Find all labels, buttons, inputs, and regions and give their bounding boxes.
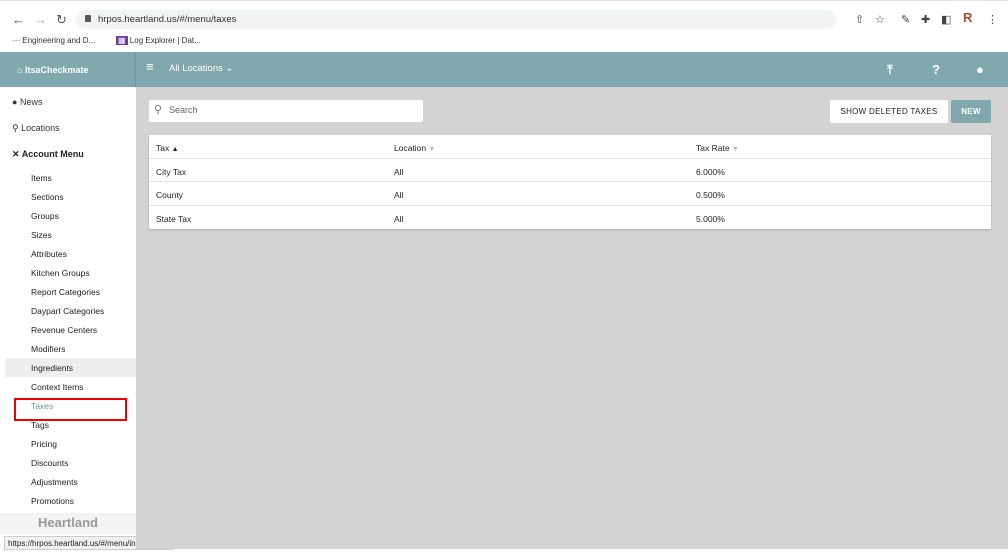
brand-home[interactable]: ⌂ ItsaCheckmate <box>0 52 136 87</box>
status-bar-url: https://hrpos.heartland.us/#/menu/ingred… <box>4 536 173 550</box>
extension-pin-icon[interactable]: ✎ <box>901 14 911 26</box>
tax-name: City Tax <box>156 166 187 177</box>
table-row[interactable]: County All 0.500% <box>149 182 991 206</box>
sidebar-item-attributes[interactable]: Attributes <box>31 249 67 259</box>
main-content: ⚲ Search SHOW DELETED TAXES NEW Tax ▲ Loc… <box>136 87 1008 549</box>
search-icon: ⚲ <box>154 104 163 116</box>
map-pin-icon: ⚲ <box>12 123 19 133</box>
sidebar-item-sizes[interactable]: Sizes <box>31 230 52 240</box>
alert-circle-icon: ● <box>12 97 18 107</box>
sidebar-item-report-categories[interactable]: Report Categories <box>31 287 100 297</box>
sidebar-item-kitchen-groups[interactable]: Kitchen Groups <box>31 268 90 278</box>
sidebar-item-locations[interactable]: ⚲ Locations <box>12 123 60 133</box>
sidebar-item-ingredients[interactable]: Ingredients <box>5 358 136 377</box>
back-icon[interactable]: ← <box>12 12 25 27</box>
sidebar-item-daypart-categories[interactable]: Daypart Categories <box>31 306 105 316</box>
sidebar-item-promotions[interactable]: Promotions <box>31 496 74 506</box>
column-header-tax-rate[interactable]: Tax Rate ▼ <box>696 143 739 153</box>
sidebar-item-account-menu[interactable]: ✕ Account Menu <box>12 149 84 159</box>
sidebar-item-taxes[interactable]: Taxes <box>31 401 54 411</box>
sidebar-item-pricing[interactable]: Pricing <box>31 439 57 449</box>
hamburger-menu-icon[interactable]: ≡ <box>146 59 154 74</box>
tax-location: All <box>394 213 404 224</box>
highlight-box <box>14 398 127 421</box>
browser-chrome: ← → ↻ hrpos.heartland.us/#/menu/taxes ⇧ … <box>0 0 1008 52</box>
table-header: Tax ▲ Location ▼ Tax Rate ▼ <box>149 135 991 159</box>
menu-kebab-icon[interactable]: ⋮ <box>987 14 998 26</box>
upload-icon[interactable]: ⤒ <box>887 62 893 77</box>
sidebar-item-groups[interactable]: Groups <box>31 211 59 221</box>
tax-rate: 6.000% <box>696 166 725 177</box>
tax-location: All <box>394 190 404 200</box>
show-deleted-taxes-button[interactable]: SHOW DELETED TAXES <box>830 100 948 123</box>
user-account-icon[interactable]: ● <box>976 62 984 77</box>
sidebar-item-discounts[interactable]: Discounts <box>31 458 69 468</box>
puzzle-icon[interactable]: ✚ <box>921 14 931 26</box>
tax-location: All <box>394 166 404 177</box>
utensils-icon: ✕ <box>12 149 20 159</box>
reload-icon[interactable]: ↻ <box>56 12 67 27</box>
sidebar-item-news[interactable]: ● News <box>12 97 43 107</box>
tax-rate: 5.000% <box>696 213 725 224</box>
sidebar-item-items[interactable]: Items <box>31 173 52 183</box>
table-row[interactable]: State Tax All 5.000% <box>149 206 991 230</box>
sidebar-item-modifiers[interactable]: Modifiers <box>31 344 66 354</box>
sidebar-item-context-items[interactable]: Context Items <box>31 382 84 392</box>
sidepanel-icon[interactable]: ◧ <box>941 14 952 26</box>
app-header: ⌂ ItsaCheckmate ≡ All Locations ⌄ ⤒ ? ● <box>0 52 1008 87</box>
new-button[interactable]: NEW <box>951 100 991 123</box>
search-input[interactable]: ⚲ Search <box>149 100 423 122</box>
sidebar-item-revenue-centers[interactable]: Revenue Centers <box>31 325 98 335</box>
tax-name: State Tax <box>156 213 192 224</box>
help-icon[interactable]: ? <box>932 62 940 77</box>
tax-name: County <box>156 190 183 200</box>
sidebar-item-sections[interactable]: Sections <box>31 192 64 202</box>
star-icon[interactable]: ☆ <box>875 14 885 26</box>
bookmark[interactable]: — Engineering and D... <box>12 36 96 45</box>
table-row[interactable]: City Tax All 6.000% <box>149 159 991 182</box>
address-bar[interactable]: hrpos.heartland.us/#/menu/taxes <box>76 10 836 29</box>
share-icon[interactable]: ⇧ <box>855 14 865 26</box>
location-selector[interactable]: All Locations ⌄ <box>169 63 234 74</box>
sidebar-item-adjustments[interactable]: Adjustments <box>31 477 78 487</box>
column-header-location[interactable]: Location ▼ <box>394 143 436 153</box>
column-header-tax[interactable]: Tax ▲ <box>156 143 179 153</box>
taxes-table: Tax ▲ Location ▼ Tax Rate ▼ City Tax All 6… <box>149 135 991 229</box>
profile-avatar[interactable]: R <box>963 10 973 25</box>
heartland-logo: Heartland <box>0 513 136 534</box>
bookmark[interactable]: ▦ Log Explorer | Dat... <box>116 36 201 45</box>
lock-icon <box>85 15 91 22</box>
sidebar-item-tags[interactable]: Tags <box>31 420 49 430</box>
tax-rate: 0.500% <box>696 190 725 200</box>
sidebar: ● News ⚲ Locations ✕ Account Menu Items S… <box>0 87 136 513</box>
forward-icon[interactable]: → <box>34 12 47 27</box>
home-icon: ⌂ <box>17 65 23 75</box>
